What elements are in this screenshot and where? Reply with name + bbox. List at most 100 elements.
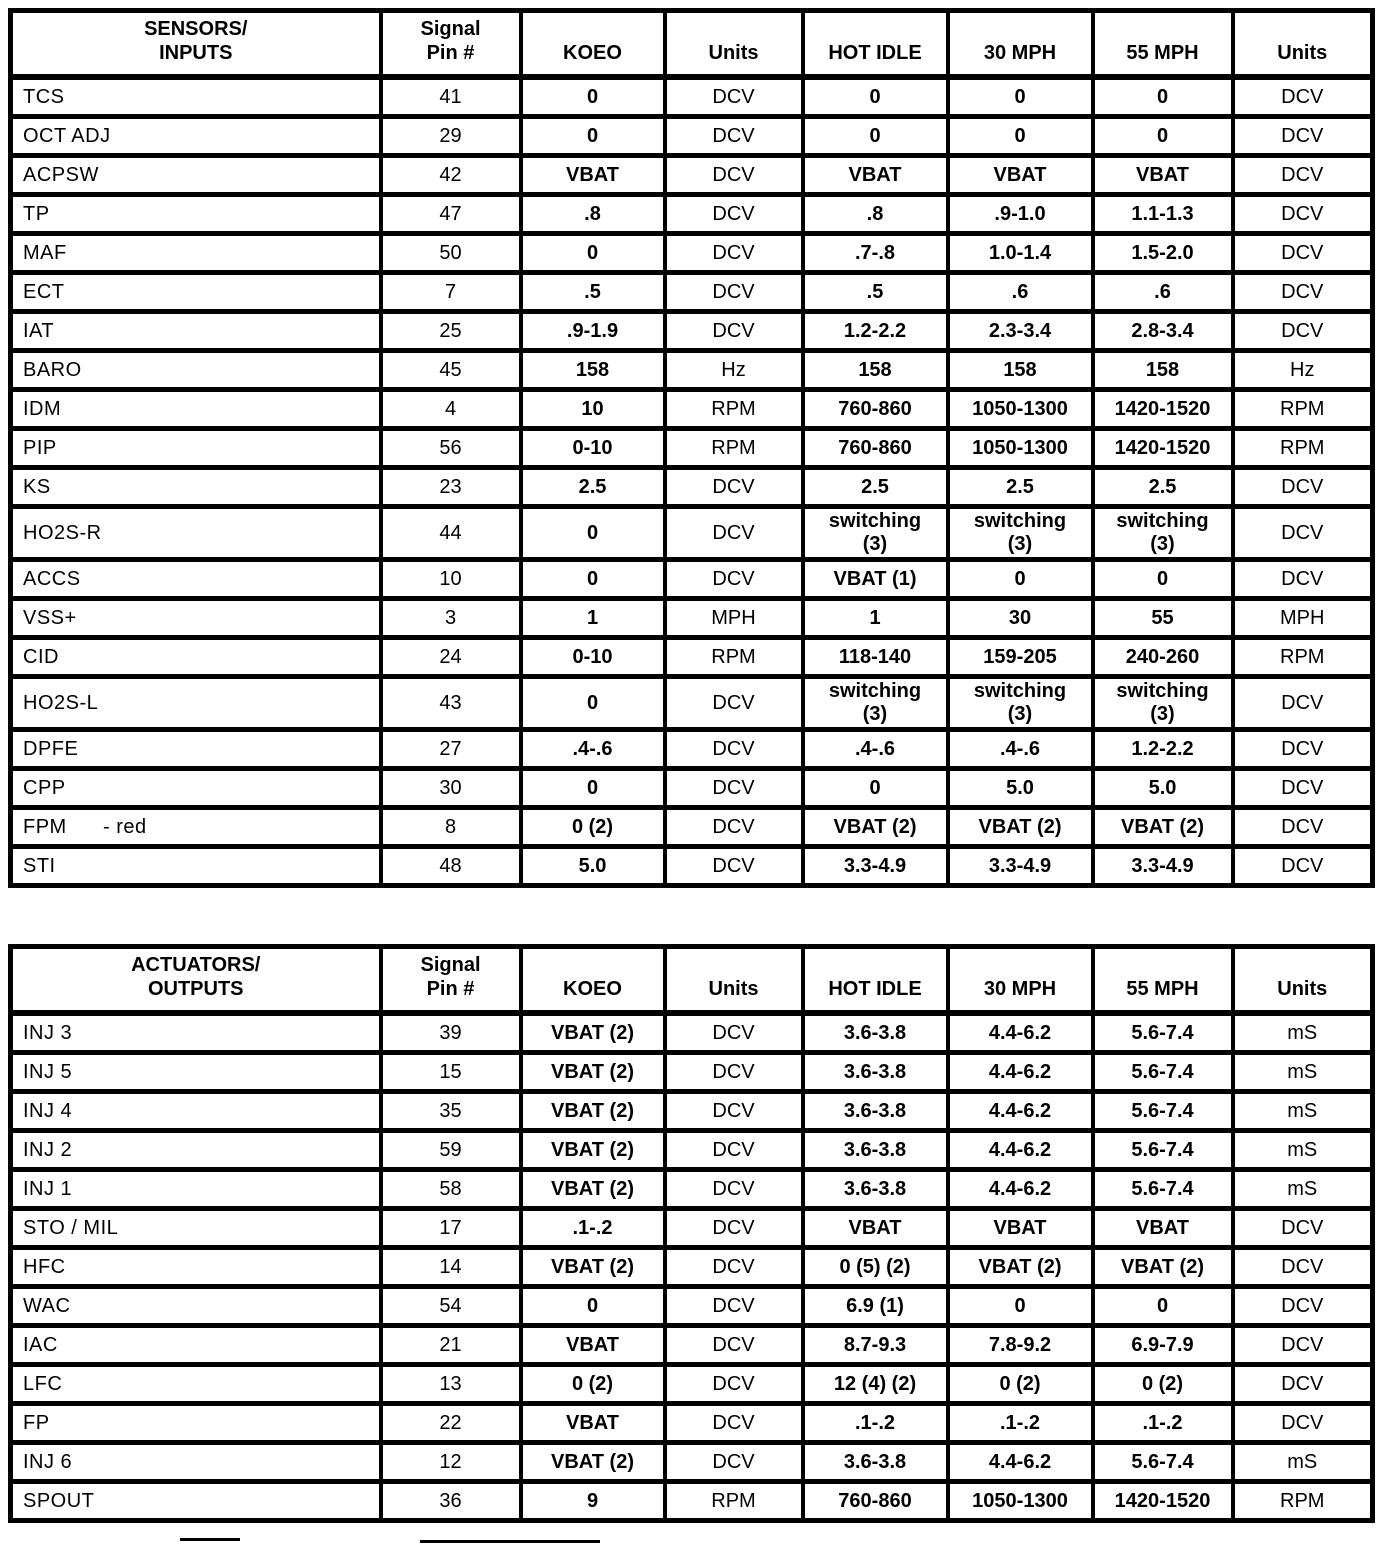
cell: 1050-1300 [945, 1479, 1095, 1523]
cell: 0 [518, 504, 667, 562]
cell: 3 [378, 596, 523, 640]
table-row: HO2S-L 43 0 DCV switching (3) switching (3) sw… [8, 674, 1375, 732]
row-label: STO / MIL [8, 1206, 383, 1250]
cell: VBAT [518, 1323, 667, 1367]
cell: 0 [1090, 74, 1235, 119]
table-row: IDM 4 10 RPM 760-860 1050-1300 1420-1520 RPM [8, 387, 1375, 431]
cell: DCV [662, 805, 805, 849]
cell: DCV [662, 1284, 805, 1328]
cell: VBAT [945, 153, 1095, 197]
cell: .1-.2 [1090, 1401, 1235, 1445]
cell: 44 [378, 504, 523, 562]
cell: 0-10 [518, 635, 667, 679]
cell: DCV [1230, 674, 1375, 732]
cell: VBAT (2) [1090, 805, 1235, 849]
cell: DCV [1230, 504, 1375, 562]
cell: 2.5 [800, 465, 950, 509]
cell: .5 [800, 270, 950, 314]
cell: 12 [378, 1440, 523, 1484]
column-header-5: 30 MPH [945, 8, 1095, 80]
cell: DCV [1230, 231, 1375, 275]
column-header-4: HOT IDLE [800, 8, 950, 80]
cell: 10 [518, 387, 667, 431]
cell: 7 [378, 270, 523, 314]
cell: DCV [662, 1440, 805, 1484]
cell: 10 [378, 557, 523, 601]
cell: 0 [800, 74, 950, 119]
cell: 3.6-3.8 [800, 1010, 950, 1055]
cell: 1050-1300 [945, 426, 1095, 470]
row-label: IAT [8, 309, 383, 353]
table-row: ACPSW 42 VBAT DCV VBAT VBAT VBAT DCV [8, 153, 1375, 197]
cell: 1.0-1.4 [945, 231, 1095, 275]
cell: mS [1230, 1089, 1375, 1133]
cell: 27 [378, 727, 523, 771]
row-label: VSS+ [8, 596, 383, 640]
cell: switching (3) [800, 504, 950, 562]
row-label: STI [8, 844, 383, 888]
cell: DCV [1230, 192, 1375, 236]
row-label: CPP [8, 766, 383, 810]
row-label: TP [8, 192, 383, 236]
row-label: HO2S-R [8, 504, 383, 562]
table-row: STI 48 5.0 DCV 3.3-4.9 3.3-4.9 3.3-4.9 DCV [8, 844, 1375, 888]
cell: 6.9 (1) [800, 1284, 950, 1328]
cell: 12 (4) (2) [800, 1362, 950, 1406]
cell: 54 [378, 1284, 523, 1328]
cell: 22 [378, 1401, 523, 1445]
cell: 2.5 [1090, 465, 1235, 509]
table-row: HFC 14 VBAT (2) DCV 0 (5) (2) VBAT (2) VBAT (2… [8, 1245, 1375, 1289]
cell: VBAT (2) [518, 1245, 667, 1289]
column-header-5: 30 MPH [945, 944, 1095, 1016]
cell: 5.6-7.4 [1090, 1167, 1235, 1211]
row-label: WAC [8, 1284, 383, 1328]
cell: DCV [1230, 766, 1375, 810]
cell: 56 [378, 426, 523, 470]
row-label: MAF [8, 231, 383, 275]
cell: 0 (2) [518, 1362, 667, 1406]
cell: DCV [1230, 153, 1375, 197]
table-row: INJ 2 59 VBAT (2) DCV 3.6-3.8 4.4-6.2 5.6-7.4 m… [8, 1128, 1375, 1172]
cell: DCV [1230, 74, 1375, 119]
cell: 1050-1300 [945, 387, 1095, 431]
cell: 3.6-3.8 [800, 1167, 950, 1211]
table-row: SPOUT 36 9 RPM 760-860 1050-1300 1420-1520 RPM [8, 1479, 1375, 1523]
row-label: IDM [8, 387, 383, 431]
cell: DCV [662, 192, 805, 236]
cell: 59 [378, 1128, 523, 1172]
cell: 42 [378, 153, 523, 197]
cell: switching (3) [1090, 674, 1235, 732]
table-row: IAC 21 VBAT DCV 8.7-9.3 7.8-9.2 6.9-7.9 DCV [8, 1323, 1375, 1367]
column-header-6: 55 MPH [1090, 8, 1235, 80]
cell: VBAT (1) [800, 557, 950, 601]
cell: RPM [1230, 635, 1375, 679]
cell: 21 [378, 1323, 523, 1367]
cell: 5.6-7.4 [1090, 1050, 1235, 1094]
cell: 48 [378, 844, 523, 888]
cell: DCV [662, 1323, 805, 1367]
column-header-1: Signal Pin # [378, 8, 523, 80]
cell: 0 [518, 114, 667, 158]
row-label: IAC [8, 1323, 383, 1367]
cell: 3.6-3.8 [800, 1128, 950, 1172]
row-label: INJ 4 [8, 1089, 383, 1133]
cell: DCV [662, 844, 805, 888]
scanned-page: SENSORS/ INPUTS Signal Pin # KOEO Units HOT … [0, 8, 1392, 1550]
table-row: CID 24 0-10 RPM 118-140 159-205 240-260 RPM [8, 635, 1375, 679]
cell: 4.4-6.2 [945, 1167, 1095, 1211]
cell: VBAT (2) [518, 1128, 667, 1172]
cell: 0 [800, 114, 950, 158]
row-label: OCT ADJ [8, 114, 383, 158]
cell: 35 [378, 1089, 523, 1133]
table-row: HO2S-R 44 0 DCV switching (3) switching (3) sw… [8, 504, 1375, 562]
table-row: DPFE 27.4-.6 DCV .4-.6.4-.6 1.2-2.2 DCV [8, 727, 1375, 771]
cell: 158 [800, 348, 950, 392]
cell: RPM [662, 635, 805, 679]
cell: DCV [662, 727, 805, 771]
cell: DCV [1230, 844, 1375, 888]
cell: DCV [1230, 1284, 1375, 1328]
cell: 1 [518, 596, 667, 640]
row-label: TCS [8, 74, 383, 119]
cell: 58 [378, 1167, 523, 1211]
row-label: SPOUT [8, 1479, 383, 1523]
